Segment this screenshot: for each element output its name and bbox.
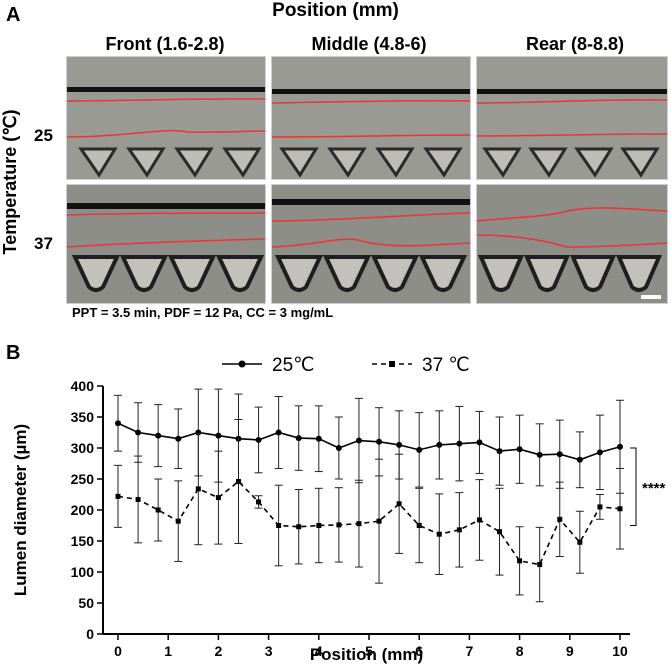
y-tick-label: 100: [71, 564, 95, 580]
row-label-37: 37: [34, 234, 53, 253]
series-37c-line: [117, 480, 621, 566]
series-25c-point: [536, 451, 543, 458]
series-37c-point: [376, 518, 382, 524]
series-37c-point: [316, 523, 322, 528]
series-37c-point: [175, 518, 181, 524]
micrograph-front-25: [66, 56, 266, 180]
micrograph-middle-25: [271, 56, 471, 180]
series-37c-point: [436, 531, 442, 537]
series-25c-point: [195, 429, 202, 436]
series-37c-point: [195, 486, 201, 492]
scale-bar: [641, 295, 661, 299]
x-tick-label: 7: [466, 643, 474, 659]
series-25c-point: [496, 448, 503, 455]
x-axis-title: Position (mm): [310, 645, 423, 664]
series-37c-point: [115, 493, 121, 499]
micrograph-rear-25: [476, 56, 668, 180]
series-37c-point: [577, 539, 583, 545]
x-tick-label: 1: [164, 643, 172, 659]
series-25c-point: [516, 446, 523, 453]
series-37c-point: [497, 529, 503, 535]
series-37c-point: [235, 478, 241, 484]
row-label-25: 25: [34, 126, 53, 145]
y-tick-label: 150: [71, 533, 95, 549]
series-37c-point: [557, 516, 563, 522]
y-tick-label: 250: [71, 471, 95, 487]
series-37c-point: [416, 523, 422, 528]
panel-a-letter: A: [6, 4, 21, 26]
series-25c-point: [556, 451, 563, 458]
series-25c-point: [315, 435, 322, 442]
y-axis-title: Lumen diameter (µm): [11, 424, 30, 596]
micrograph-middle-37: [271, 184, 471, 304]
series-25c-point: [576, 456, 583, 463]
series-25c-point: [376, 438, 383, 445]
series-37c-point: [215, 495, 221, 501]
series-25c-point: [396, 441, 403, 448]
x-tick-label: 8: [516, 643, 524, 659]
series-37c-point: [155, 507, 161, 513]
series-37c-point: [356, 521, 362, 527]
series-37c-point: [456, 527, 462, 533]
panel-a-top-title: Position (mm): [272, 0, 399, 21]
series-25c-point: [436, 441, 443, 448]
legend-37c-label: 37 ℃: [422, 355, 470, 376]
micrograph-front-37: [66, 184, 266, 304]
y-tick-label: 50: [78, 595, 94, 611]
series-37c-point: [617, 506, 623, 512]
x-tick-label: 0: [114, 643, 122, 659]
series-25c-point: [456, 440, 463, 447]
series-25c-point: [355, 437, 362, 444]
series-37c-point: [276, 523, 282, 528]
x-tick-label: 10: [612, 643, 628, 659]
series-25c-point: [476, 439, 483, 446]
y-tick-label: 400: [71, 378, 95, 394]
series-37c-point: [396, 501, 402, 507]
significance-bracket: [630, 447, 637, 526]
y-tick-label: 200: [71, 502, 95, 518]
legend-25c-label: 25℃: [272, 355, 314, 376]
series-37c-point: [597, 504, 603, 510]
panel-a-caption: PPT = 3.5 min, PDF = 12 Pa, CC = 3 mg/mL: [72, 305, 334, 320]
series-37c-point: [537, 562, 543, 568]
series-25c-point: [275, 429, 282, 436]
legend-37c-marker: [389, 361, 395, 367]
series-37c-point: [336, 522, 342, 528]
column-header-rear: Rear (8-8.8): [525, 34, 625, 54]
series-37c-point: [296, 524, 302, 530]
x-tick-label: 5: [365, 643, 373, 659]
series-25c-point: [115, 420, 121, 427]
legend-25c-marker: [238, 360, 246, 368]
x-tick-label: 6: [415, 643, 423, 659]
series-25c-line: [117, 422, 621, 461]
x-tick-label: 3: [265, 643, 273, 659]
x-tick-label: 9: [566, 643, 574, 659]
x-tick-label: 2: [215, 643, 223, 659]
series-25c-point: [416, 446, 423, 453]
series-25c-point: [335, 445, 342, 451]
column-header-front: Front (1.6-2.8): [105, 34, 225, 54]
x-tick-label: 4: [315, 643, 323, 659]
column-header-middle: Middle (4.8-6): [311, 34, 427, 54]
series-25c-point: [295, 435, 302, 442]
series-25c-point: [135, 429, 142, 436]
series-37c-point: [476, 517, 482, 523]
series-25c-point: [617, 443, 623, 450]
y-tick-label: 300: [71, 440, 95, 456]
series-25c-point: [215, 432, 222, 439]
series-25c-point: [175, 435, 182, 442]
y-tick-label: 350: [71, 409, 95, 425]
series-25c-point: [255, 436, 262, 443]
series-37c-point: [135, 496, 141, 502]
y-tick-label: 0: [86, 626, 94, 642]
series-37c-point: [517, 558, 523, 564]
series-25c-point: [155, 432, 162, 439]
panel-b-letter: B: [6, 342, 21, 364]
significance-label: ****: [642, 480, 666, 497]
micrograph-rear-37: [476, 184, 668, 304]
series-25c-point: [596, 449, 603, 456]
series-37c-point: [256, 499, 262, 505]
